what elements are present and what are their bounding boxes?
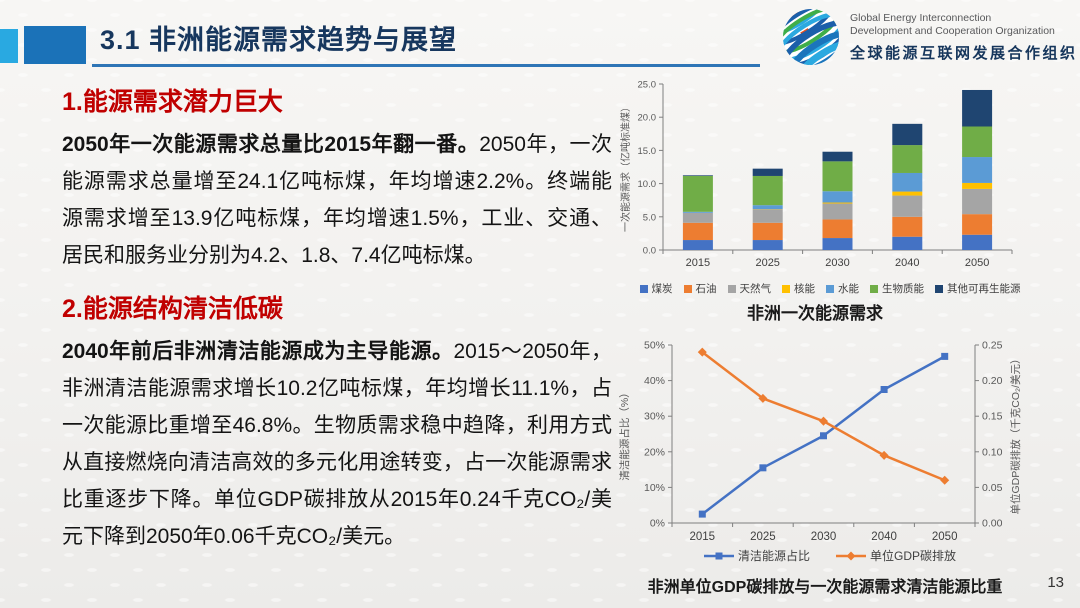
legend-item: 单位GDP碳排放 [836, 547, 956, 564]
svg-text:2025: 2025 [755, 257, 779, 269]
legend-label: 单位GDP碳排放 [870, 549, 957, 563]
org-logo: Global Energy Interconnection Developmen… [782, 8, 1078, 66]
text-column: 1.能源需求潜力巨大 2050年一次能源需求总量比2015年翻一番。2050年，… [62, 82, 612, 555]
legend-label: 其他可再生能源 [947, 283, 1021, 295]
legend-marker [703, 552, 734, 559]
svg-text:2040: 2040 [895, 257, 919, 269]
svg-text:30%: 30% [644, 411, 665, 423]
legend-item: 天然气 [727, 281, 772, 296]
legend-item: 核能 [782, 281, 815, 296]
legend-item: 石油 [683, 281, 717, 296]
svg-text:2030: 2030 [825, 257, 849, 269]
legend-item: 生物质能 [870, 281, 924, 296]
svg-text:25.0: 25.0 [638, 80, 657, 91]
legend-label: 石油 [695, 283, 717, 295]
legend-swatch [935, 284, 943, 293]
svg-text:0.10: 0.10 [982, 446, 1003, 458]
section1-text: 2050年，一次能源需求总量增至24.1亿吨标煤，年均增速2.2%。终端能源需求… [62, 133, 613, 267]
svg-text:2015: 2015 [690, 531, 716, 543]
svg-text:0.15: 0.15 [982, 411, 1003, 423]
section1-body: 2050年一次能源需求总量比2015年翻一番。2050年，一次能源需求总量增至2… [62, 126, 612, 274]
legend-item: 煤炭 [639, 281, 673, 296]
title-underline [92, 64, 760, 67]
legend-label: 天然气 [739, 283, 772, 295]
org-logo-text: Global Energy Interconnection Developmen… [850, 12, 1078, 63]
svg-text:15.0: 15.0 [638, 146, 657, 157]
svg-text:0%: 0% [650, 518, 665, 530]
org-name-en-line1: Global Energy Interconnection [850, 11, 992, 24]
legend-swatch [683, 284, 692, 293]
legend-label: 生物质能 [882, 283, 924, 295]
svg-text:10%: 10% [644, 482, 665, 494]
svg-text:10.0: 10.0 [638, 179, 657, 190]
svg-text:2025: 2025 [750, 531, 776, 543]
svg-text:5.0: 5.0 [643, 212, 656, 223]
svg-text:0.0: 0.0 [643, 246, 656, 257]
legend-item: 水能 [826, 281, 859, 296]
page-number: 13 [1047, 574, 1064, 591]
svg-text:清洁能源占比（%）: 清洁能源占比（%） [618, 387, 631, 480]
svg-text:0.05: 0.05 [982, 482, 1003, 494]
header-accent-dark-square [24, 26, 86, 64]
legend-label: 煤炭 [651, 283, 673, 295]
globe-icon [783, 9, 839, 65]
legend-swatch [782, 284, 790, 293]
svg-text:20%: 20% [644, 446, 665, 458]
svg-text:单位GDP碳排放（千克CO₂/美元）: 单位GDP碳排放（千克CO₂/美元） [1009, 354, 1022, 515]
org-name-cn: 全球能源互联网发展合作组织 [850, 44, 1078, 62]
svg-text:20.0: 20.0 [638, 113, 657, 124]
section2-text: 2015～2050年，非洲清洁能源需求增长10.2亿吨标煤，年均增长11.1%，… [62, 340, 612, 548]
chart2-legend: 清洁能源占比 单位GDP碳排放 [600, 547, 1060, 564]
svg-text:2040: 2040 [871, 531, 897, 543]
legend-swatch [870, 284, 878, 293]
legend-marker [836, 550, 866, 561]
svg-text:0.20: 0.20 [982, 375, 1003, 387]
dual-axis-line-chart-svg: 0% 10% 20% 30% 40% 50% 0.00 0.05 0.10 0.15 0.20 0.2… [618, 340, 1022, 544]
legend-swatch [727, 284, 736, 293]
svg-text:0.00: 0.00 [982, 518, 1003, 530]
svg-text:2050: 2050 [932, 531, 958, 543]
org-name-en-line2: Development and Cooperation Organization [850, 25, 1055, 37]
section2-heading: 2.能源结构清洁低碳 [62, 295, 283, 323]
chart2-caption: 非洲单位GDP碳排放与一次能源需求清洁能源比重 [647, 579, 1003, 596]
primary-energy-demand-chart: 0.0 5.0 10.0 15.0 20.0 25.0 2015 2025 2030 2040 20… [615, 78, 1077, 274]
legend-item: 清洁能源占比 [703, 547, 810, 564]
chart1-legend: 煤炭 石油 天然气 核能 水能 生物质能 其他可再生能源 [600, 281, 1060, 296]
legend-label: 水能 [838, 283, 859, 295]
svg-text:一次能源需求（亿吨标准煤）: 一次能源需求（亿吨标准煤） [619, 102, 632, 232]
section2-body: 2040年前后非洲清洁能源成为主导能源。2015～2050年，非洲清洁能源需求增… [62, 333, 612, 555]
stacked-bar-chart-svg: 0.0 5.0 10.0 15.0 20.0 25.0 2015 2025 2030 2040 20… [619, 80, 1013, 269]
svg-text:2050: 2050 [965, 257, 989, 269]
page-title: 3.1 非洲能源需求趋势与展望 [100, 25, 458, 55]
legend-label: 核能 [794, 283, 815, 295]
header-accent-light-square [0, 29, 18, 63]
svg-text:0.25: 0.25 [982, 340, 1003, 352]
legend-item: 其他可再生能源 [935, 281, 1021, 296]
legend-swatch [826, 284, 834, 293]
svg-text:2015: 2015 [686, 257, 710, 269]
chart1-title: 非洲一次能源需求 [747, 304, 883, 323]
section1-lead: 2050年一次能源需求总量比2015年翻一番。 [62, 133, 480, 156]
svg-text:40%: 40% [644, 375, 665, 387]
legend-swatch [639, 284, 648, 293]
svg-text:50%: 50% [644, 340, 665, 352]
carbon-intensity-clean-energy-chart: 0% 10% 20% 30% 40% 50% 0.00 0.05 0.10 0.15 0.20 0.2… [615, 334, 1077, 546]
section2-lead: 2040年前后非洲清洁能源成为主导能源。 [62, 340, 454, 363]
svg-text:2030: 2030 [811, 531, 837, 543]
section1-heading: 1.能源需求潜力巨大 [62, 88, 283, 116]
legend-label: 清洁能源占比 [737, 549, 810, 563]
